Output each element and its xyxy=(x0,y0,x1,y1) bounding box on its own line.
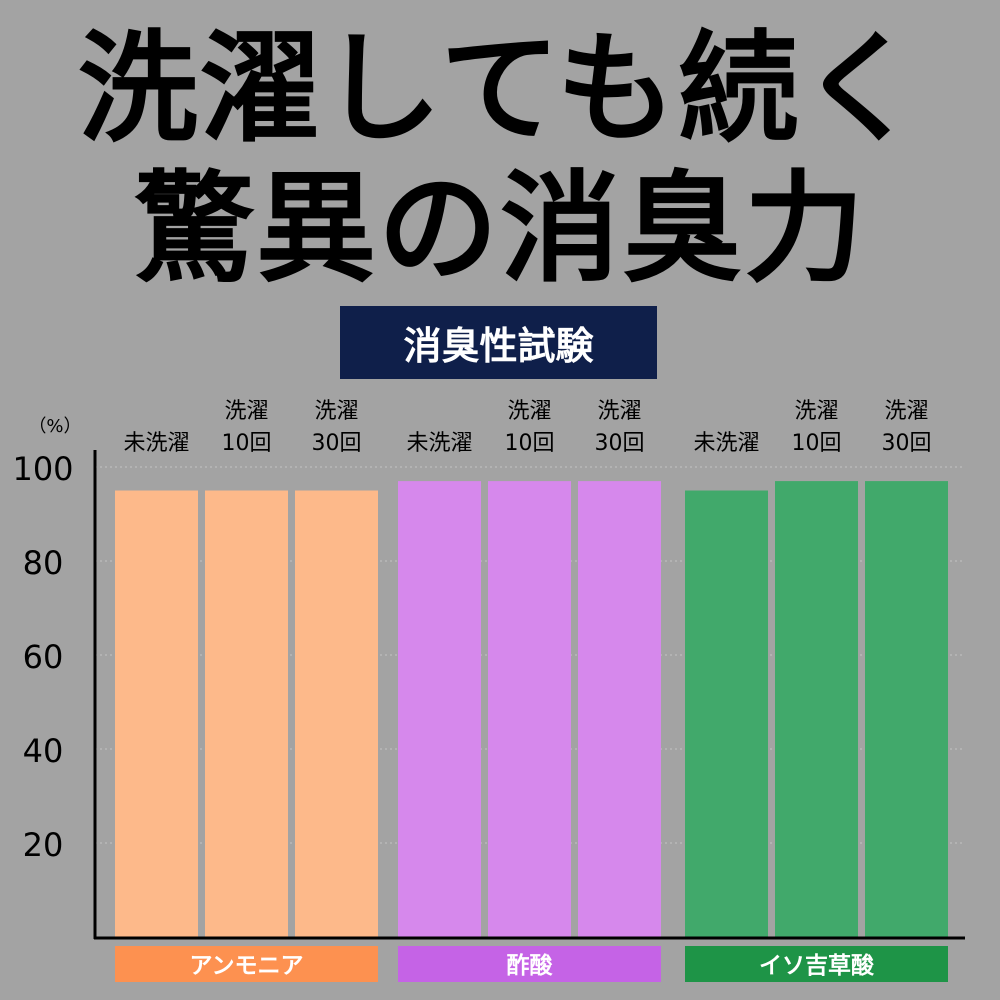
y-tick-label: 100 xyxy=(12,450,73,488)
headline-line-2: 驚異の消臭力 xyxy=(134,160,866,299)
y-axis-unit: （%） xyxy=(28,416,81,437)
bar-label-line2: 10回 xyxy=(222,431,272,456)
bar-label-line2: 未洗濯 xyxy=(123,431,189,456)
bar-label-line2: 30回 xyxy=(312,431,362,456)
category-label-box xyxy=(398,946,661,982)
bar xyxy=(865,481,948,937)
category-label-box xyxy=(685,946,948,982)
bar-label-line2: 10回 xyxy=(792,431,842,456)
bar-label-line2: 10回 xyxy=(505,431,555,456)
bar xyxy=(295,490,378,937)
y-tick-label: 20 xyxy=(23,826,64,864)
bar-label-line1: 洗濯 xyxy=(224,399,268,424)
bar-label-line1: 洗濯 xyxy=(507,399,551,424)
category-label: 酢酸 xyxy=(507,953,554,979)
y-tick-label: 60 xyxy=(23,638,64,676)
bar-label-line2: 未洗濯 xyxy=(406,431,472,456)
bar xyxy=(685,490,768,937)
bar xyxy=(115,490,198,937)
test-badge: 消臭性試験 xyxy=(340,306,657,379)
bar-label-line2: 未洗濯 xyxy=(693,431,759,456)
bar-label-line1: 洗濯 xyxy=(794,399,838,424)
category-label-box xyxy=(115,946,378,982)
category-label: イソ吉草酸 xyxy=(759,952,875,979)
bar-label-line1: 洗濯 xyxy=(884,399,928,424)
bar xyxy=(578,481,661,937)
headline-line-1: 洗濯しても続く xyxy=(77,20,923,159)
bar-label-line1: 洗濯 xyxy=(597,399,641,424)
bar xyxy=(775,481,858,937)
y-tick-label: 80 xyxy=(23,544,64,582)
category-label: アンモニア xyxy=(189,953,303,979)
bar xyxy=(488,481,571,937)
y-tick-label: 40 xyxy=(23,732,64,770)
bar xyxy=(205,490,288,937)
bar-label-line2: 30回 xyxy=(882,431,932,456)
bar-label-line2: 30回 xyxy=(595,431,645,456)
bar-label-line1: 洗濯 xyxy=(314,399,358,424)
bar xyxy=(398,481,481,937)
